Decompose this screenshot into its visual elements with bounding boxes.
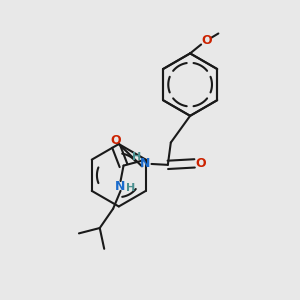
- Text: H: H: [126, 183, 136, 193]
- Text: N: N: [140, 158, 151, 170]
- Text: O: O: [111, 134, 122, 147]
- Text: O: O: [196, 157, 206, 170]
- Text: O: O: [201, 34, 212, 47]
- Text: N: N: [116, 180, 126, 193]
- Text: H: H: [132, 152, 141, 162]
